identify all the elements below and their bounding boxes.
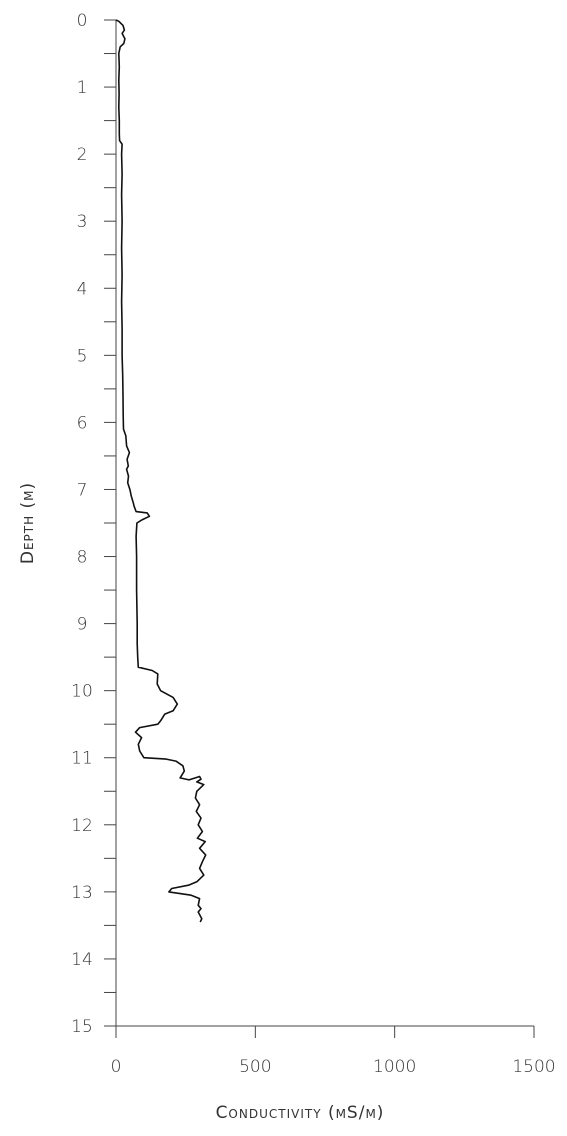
x-tick-label: 0 xyxy=(111,1057,122,1077)
x-axis-title: Conductivity (mS/m) xyxy=(216,1103,385,1123)
y-tick-label: 1 xyxy=(77,78,88,98)
y-tick-label: 12 xyxy=(71,816,93,836)
conductivity-profile-line xyxy=(115,19,207,923)
x-tick-label: 1500 xyxy=(512,1057,555,1077)
y-tick-label: 7 xyxy=(77,480,88,500)
series-layer xyxy=(115,19,207,923)
y-tick-label: 6 xyxy=(77,413,88,433)
y-tick-label: 9 xyxy=(77,615,88,635)
y-tick-label: 4 xyxy=(77,279,88,299)
x-tick-label: 1000 xyxy=(373,1057,416,1077)
y-axis-title: Depth (m) xyxy=(18,482,38,564)
y-tick-label: 13 xyxy=(71,883,93,903)
y-tick-label: 2 xyxy=(77,145,88,165)
y-tick-label: 15 xyxy=(71,1017,93,1037)
y-tick-label: 14 xyxy=(71,950,93,970)
axes xyxy=(115,20,534,1027)
y-tick-label: 5 xyxy=(77,346,88,366)
x-ticks: 0 500 1000 1500 xyxy=(111,1026,556,1077)
y-tick-label: 10 xyxy=(71,682,93,702)
x-tick-label: 500 xyxy=(239,1057,271,1077)
y-tick-label: 0 xyxy=(77,11,88,31)
y-tick-label: 3 xyxy=(77,212,88,232)
y-tick-label: 11 xyxy=(71,749,93,769)
y-tick-label: 8 xyxy=(77,548,88,568)
